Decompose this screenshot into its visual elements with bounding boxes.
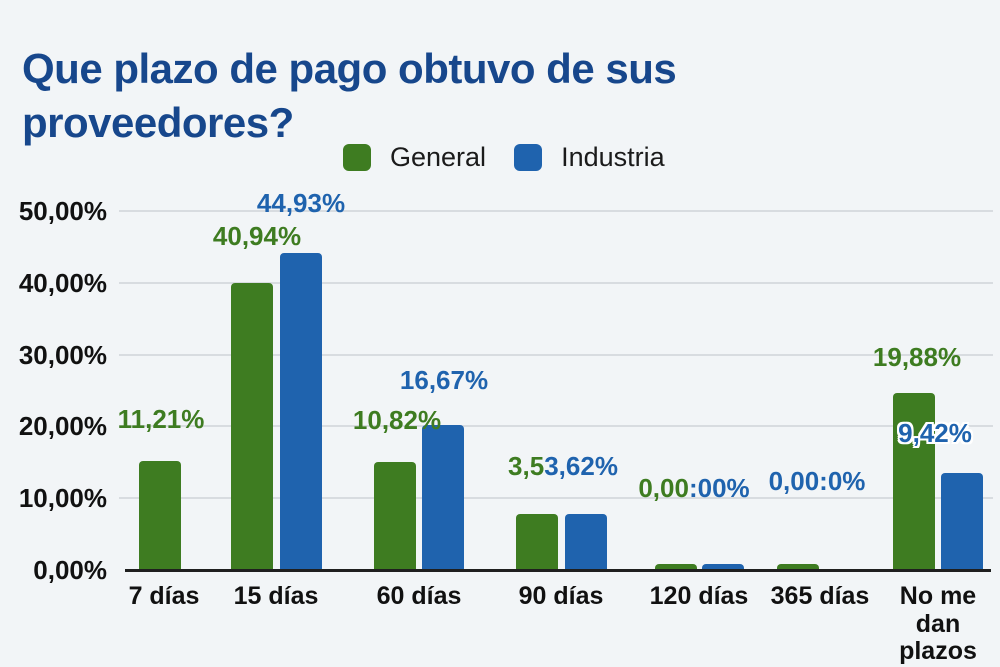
data-label-3-5-3-62: 3,53,62% xyxy=(508,452,618,481)
x-axis-line xyxy=(125,569,991,572)
y-axis-tick-10-00: 10,00% xyxy=(18,483,107,514)
y-axis-tick-40-00: 40,00% xyxy=(18,267,107,298)
bar-industria-60-dias xyxy=(422,424,464,570)
data-label-0-00-0: 0,00:0% xyxy=(769,467,866,496)
bar-general-7-dias xyxy=(139,460,181,570)
bar-industria-no-me-dan-plazos xyxy=(941,473,983,570)
data-label-part-industria: 44,93% xyxy=(256,188,346,218)
data-label-40-94: 40,94% xyxy=(213,222,301,251)
bar-general-no-me-dan-plazos xyxy=(893,393,935,570)
data-label-part-industria: 16,67% xyxy=(399,365,489,395)
legend: General Industria xyxy=(343,142,665,173)
x-axis-tick-90-dias: 90 días xyxy=(518,582,604,610)
data-label-part-industria: :00% xyxy=(688,473,750,503)
gridline-30-00 xyxy=(119,353,993,356)
bar-industria-90-dias xyxy=(565,513,607,570)
gridline-20-00 xyxy=(119,425,993,428)
y-axis-tick-30-00: 30,00% xyxy=(18,339,107,370)
gridline-50-00 xyxy=(119,210,993,212)
y-axis-tick-50-00: 50,00% xyxy=(18,196,107,226)
data-label-11-21: 11,21% xyxy=(118,405,205,434)
data-label-44-93: 44,93% xyxy=(257,189,345,218)
x-axis-tick-no-me-dan-plazos: No me dan plazos xyxy=(899,582,977,665)
legend-item-industria: Industria xyxy=(514,142,665,173)
data-label-part-general: 11,21% xyxy=(117,404,205,434)
data-label-19-88: 19,88% xyxy=(873,343,961,372)
data-label-part-industria: 9,42% xyxy=(898,418,972,448)
gridline-10-00 xyxy=(119,497,993,500)
chart-title: Que plazo de pago obtuvo de sus proveedo… xyxy=(22,45,677,146)
x-axis-tick-15-dias: 15 días xyxy=(233,582,319,610)
bar-industria-120-dias xyxy=(702,563,744,570)
x-axis-tick-60-dias: 60 días xyxy=(376,582,462,610)
x-axis-tick-120-dias: 120 días xyxy=(649,582,749,610)
data-label-16-67: 16,67% xyxy=(400,366,488,395)
x-axis-tick-7-dias: 7 días xyxy=(128,582,200,610)
x-axis-tick-365-dias: 365 días xyxy=(770,582,870,610)
general-swatch-icon xyxy=(343,144,371,171)
industria-swatch-icon xyxy=(514,144,543,171)
y-axis-tick-0-00: 0,00% xyxy=(33,555,107,585)
data-label-part-general: 40,94% xyxy=(212,221,302,251)
bar-general-90-dias xyxy=(516,513,558,570)
legend-item-general: General xyxy=(343,142,486,173)
data-label-part-industria: 3,62% xyxy=(544,451,618,481)
bar-industria-15-dias xyxy=(280,252,322,570)
gridline-40-00 xyxy=(119,281,993,284)
data-label-9-42: 9,42% xyxy=(898,419,972,448)
legend-label-industria: Industria xyxy=(561,142,665,172)
data-label-0-00-00: 0,00:00% xyxy=(638,474,749,503)
legend-label-general: General xyxy=(390,142,487,172)
bar-general-60-dias xyxy=(374,461,416,570)
data-label-part-general: 10,82% xyxy=(352,405,442,435)
data-label-part-general: 19,88% xyxy=(872,342,962,372)
bar-general-120-dias xyxy=(655,563,697,570)
data-label-10-82: 10,82% xyxy=(353,406,441,435)
bar-general-15-dias xyxy=(231,282,273,570)
bar-general-365-dias xyxy=(777,563,819,570)
y-axis-tick-20-00: 20,00% xyxy=(18,411,107,442)
data-label-part-general: 3,5 xyxy=(508,451,545,481)
data-label-part-industria: 0,00:0% xyxy=(768,466,866,496)
data-label-part-general: 0,00 xyxy=(638,473,689,503)
